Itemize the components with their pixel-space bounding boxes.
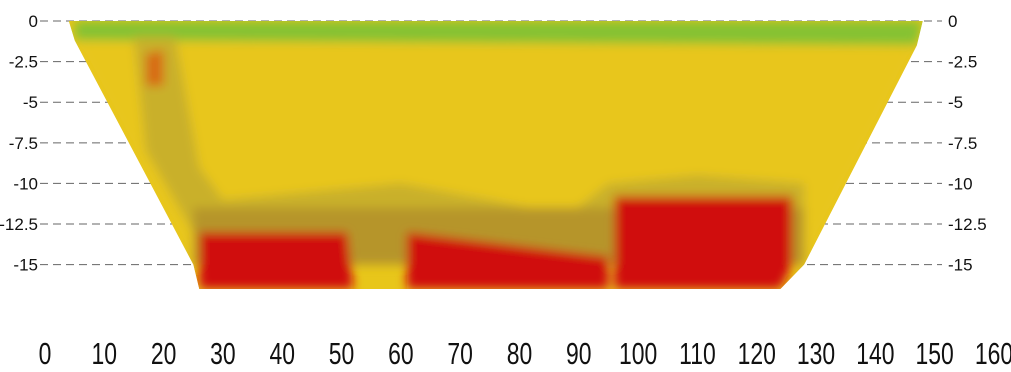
x-tick-label: 30	[210, 336, 235, 371]
left-depth-axis: 0 -2.5 -5 -7.5 -10 -12.5 -15	[0, 12, 38, 275]
zone-olive-left	[134, 37, 805, 233]
right-tick-label: -12.5	[948, 215, 987, 234]
zone-anomaly-near-20	[145, 50, 164, 86]
right-tick-label: -10	[948, 174, 973, 193]
left-tick-label: -2.5	[9, 53, 38, 72]
zone-top-band	[74, 21, 923, 46]
x-tick-label: 10	[92, 336, 117, 371]
zone-red-right	[614, 196, 793, 289]
right-tick-label: -2.5	[948, 53, 977, 72]
zone-red-mid	[406, 232, 609, 289]
left-tick-label: -10	[13, 174, 38, 193]
x-tick-label: 50	[329, 336, 354, 371]
x-tick-label: 100	[619, 336, 657, 371]
x-tick-label: 130	[797, 336, 835, 371]
x-tick-label: 120	[738, 336, 776, 371]
x-tick-label: 110	[679, 336, 716, 371]
x-tick-label: 140	[856, 336, 894, 371]
right-tick-label: -7.5	[948, 134, 977, 153]
x-tick-label: 90	[566, 336, 591, 371]
x-tick-label: 70	[447, 336, 472, 371]
left-tick-label: -7.5	[9, 134, 38, 153]
right-depth-axis: 0 -2.5 -5 -7.5 -10 -12.5 -15	[948, 12, 987, 275]
x-tick-label: 160	[975, 336, 1011, 371]
distance-axis: 0 10 20 30 40 50 60 70 80 90 100 110 120 130 140 150 160	[39, 336, 1011, 371]
x-tick-label: 40	[270, 336, 295, 371]
zone-red-left	[199, 232, 354, 289]
x-tick-label: 0	[39, 336, 52, 371]
right-tick-label: -15	[948, 256, 973, 275]
x-tick-label: 80	[507, 336, 532, 371]
x-tick-label: 20	[151, 336, 176, 371]
x-tick-label: 150	[916, 336, 954, 371]
left-tick-label: -15	[13, 256, 38, 275]
x-tick-label: 60	[388, 336, 413, 371]
left-tick-label: -12.5	[0, 215, 38, 234]
left-tick-label: -5	[23, 93, 38, 112]
left-tick-label: 0	[29, 12, 38, 31]
right-tick-label: -5	[948, 93, 963, 112]
right-tick-label: 0	[948, 12, 957, 31]
resistivity-section	[68, 21, 923, 289]
